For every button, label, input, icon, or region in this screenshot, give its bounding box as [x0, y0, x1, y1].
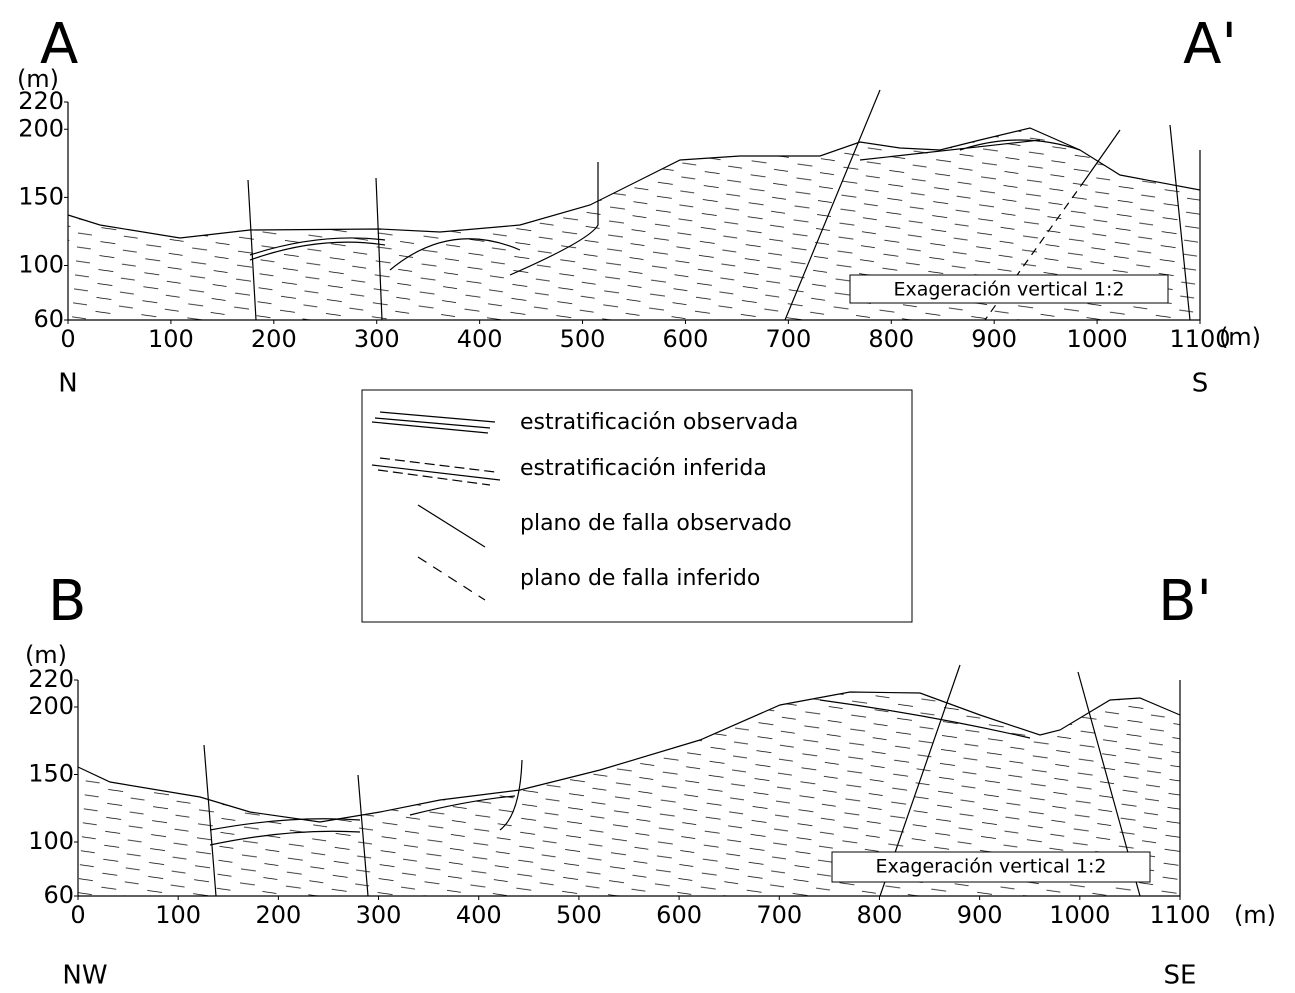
x-tick-label: 100 [148, 325, 194, 353]
y-tick-label: 100 [18, 251, 64, 279]
x-tick-label: 600 [656, 901, 702, 929]
x-tick-label: 300 [354, 325, 400, 353]
y-tick-label: 150 [18, 182, 64, 210]
x-tick-label: 1100 [1149, 901, 1210, 929]
legend-label: plano de falla inferido [520, 566, 760, 591]
x-tick-label: 200 [255, 901, 301, 929]
direction: NW [62, 961, 107, 991]
cross-sections: AA'(m)(m)NSExageración vertical 1:260100… [0, 0, 1295, 993]
x-tick-label: 100 [155, 901, 201, 929]
note: Exageración vertical 1:2 [876, 856, 1107, 878]
x-tick-label: 1000 [1049, 901, 1110, 929]
x-tick-label: 400 [456, 901, 502, 929]
x-tick-label: 900 [971, 325, 1017, 353]
legend-label: plano de falla observado [520, 511, 792, 536]
x-tick-label: 0 [60, 325, 75, 353]
y-tick-label: 220 [28, 665, 74, 693]
x-tick-label: 0 [70, 901, 85, 929]
x-tick-label: 700 [765, 325, 811, 353]
x-tick-label: 200 [251, 325, 297, 353]
section-label: B [48, 569, 86, 634]
y-tick-label: 150 [28, 760, 74, 788]
direction: N [58, 369, 77, 399]
x-tick-label: 300 [356, 901, 402, 929]
section-label: B' [1158, 569, 1212, 634]
y-tick-label: 200 [28, 692, 74, 720]
x-tick-label: 500 [560, 325, 606, 353]
y-tick-label: 220 [18, 87, 64, 115]
x-tick-label: 700 [756, 901, 802, 929]
x-unit: (m) [1234, 901, 1276, 929]
legend-label: estratificación observada [520, 410, 798, 435]
y-tick-label: 100 [28, 827, 74, 855]
section-label: A' [1183, 12, 1237, 77]
x-tick-label: 1100 [1169, 325, 1230, 353]
x-tick-label: 500 [556, 901, 602, 929]
x-tick-label: 900 [957, 901, 1003, 929]
x-tick-label: 800 [857, 901, 903, 929]
legend-label: estratificación inferida [520, 456, 767, 481]
x-tick-label: 400 [457, 325, 503, 353]
direction: S [1192, 369, 1209, 399]
y-tick-label: 200 [18, 114, 64, 142]
x-tick-label: 800 [868, 325, 914, 353]
x-tick-label: 1000 [1067, 325, 1128, 353]
direction: SE [1164, 961, 1197, 991]
note: Exageración vertical 1:2 [894, 279, 1125, 301]
x-tick-label: 600 [663, 325, 709, 353]
